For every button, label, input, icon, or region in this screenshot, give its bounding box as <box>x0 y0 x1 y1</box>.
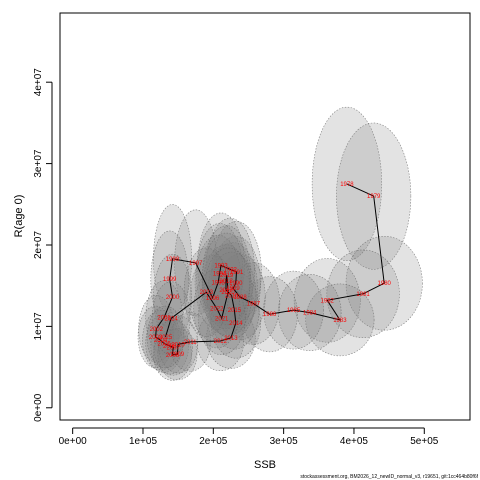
year-label-2001: 2001 <box>157 315 171 321</box>
year-label-1985: 1985 <box>287 308 301 314</box>
year-label-2018: 2018 <box>219 279 233 285</box>
x-tick-label: 1e+05 <box>129 436 158 447</box>
year-label-2008: 2008 <box>166 353 180 359</box>
year-label-2015: 2015 <box>228 308 242 314</box>
year-label-1991: 1991 <box>230 270 244 276</box>
year-label-1995: 1995 <box>212 280 226 286</box>
year-label-1984: 1984 <box>303 311 317 317</box>
x-axis: 0e+00 1e+05 2e+05 3e+05 4e+05 5e+05 <box>59 427 439 447</box>
y-axis-label: R(age 0) <box>13 195 25 238</box>
x-tick-label: 2e+05 <box>199 436 228 447</box>
year-label-2025: 2025 <box>159 335 173 341</box>
year-label-2019: 2019 <box>220 273 234 279</box>
year-label-2021: 2021 <box>215 316 229 322</box>
year-label-2024: 2024 <box>164 316 178 322</box>
year-label-1983: 1983 <box>333 318 347 324</box>
trajectory-lines <box>155 183 385 356</box>
year-label-1986: 1986 <box>263 312 277 318</box>
y-axis: 0e+00 1e+07 2e+07 3e+07 4e+07 <box>33 68 53 422</box>
year-label-1997: 1997 <box>189 261 203 267</box>
year-label-2013: 2013 <box>224 336 238 342</box>
x-tick-label: 0e+00 <box>59 436 88 447</box>
year-label-1994: 1994 <box>213 272 227 278</box>
year-label-1996: 1996 <box>206 296 220 302</box>
year-label-2003: 2003 <box>149 335 163 341</box>
year-label-2012: 2012 <box>214 339 228 345</box>
year-label-1999: 1999 <box>163 277 177 283</box>
year-label-2014: 2014 <box>229 321 243 327</box>
year-label-2006: 2006 <box>163 344 177 350</box>
year-label-2022: 2022 <box>210 307 224 313</box>
year-label-1979: 1979 <box>367 194 381 200</box>
year-label-2002: 2002 <box>150 327 164 333</box>
trajectory-line <box>155 183 385 356</box>
year-labels: 1978197919801981198219831984198519861987… <box>149 182 392 359</box>
year-label-1993: 1993 <box>214 263 228 269</box>
x-tick-label: 5e+05 <box>410 436 439 447</box>
y-tick-label: 0e+00 <box>33 393 44 422</box>
year-label-2004: 2004 <box>154 338 168 344</box>
year-label-2005: 2005 <box>157 342 171 348</box>
year-label-1989: 1989 <box>226 286 240 292</box>
year-label-2007: 2007 <box>167 346 181 352</box>
year-label-1988: 1988 <box>233 295 247 301</box>
year-label-2010: 2010 <box>171 342 185 348</box>
year-label-1980: 1980 <box>378 281 392 287</box>
year-label-1978: 1978 <box>340 182 354 188</box>
plot-frame <box>59 12 471 421</box>
y-tick-label: 4e+07 <box>33 68 44 97</box>
year-label-1998: 1998 <box>166 257 180 263</box>
year-label-1987: 1987 <box>247 302 261 308</box>
year-label-1990: 1990 <box>229 281 243 287</box>
year-label-1981: 1981 <box>356 292 370 298</box>
x-axis-label: SSB <box>254 459 276 471</box>
year-label-2009: 2009 <box>171 352 185 358</box>
year-label-2017: 2017 <box>219 288 233 294</box>
y-tick-label: 3e+07 <box>33 149 44 178</box>
year-label-2016: 2016 <box>225 294 239 300</box>
year-label-2020: 2020 <box>221 290 235 296</box>
y-tick-label: 1e+07 <box>33 312 44 341</box>
y-tick-label: 2e+07 <box>33 231 44 260</box>
year-label-1982: 1982 <box>321 298 335 304</box>
year-label-2023: 2023 <box>200 290 214 296</box>
x-tick-label: 4e+05 <box>340 436 369 447</box>
year-label-2000: 2000 <box>166 295 180 301</box>
footnote: stockassessment.org, BM2026_12_newID_nor… <box>300 474 478 480</box>
x-tick-label: 3e+05 <box>270 436 299 447</box>
year-label-1992: 1992 <box>224 267 238 273</box>
year-label-2011: 2011 <box>184 340 198 346</box>
